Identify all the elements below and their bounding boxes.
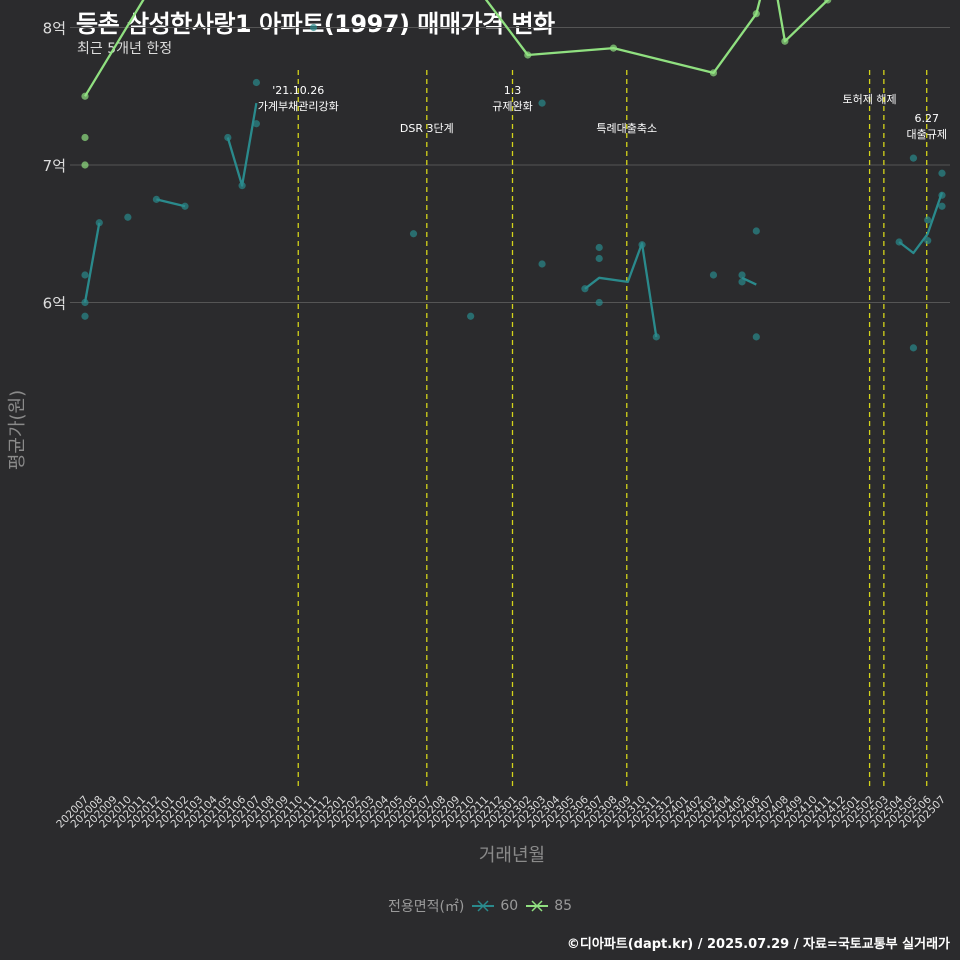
legend-key-60-icon (472, 900, 495, 912)
point-series-60 (709, 271, 718, 279)
chart-subtitle: 최근 5개년 한정 (77, 41, 173, 57)
chart-title: 등촌 삼성한사랑1 아파트(1997) 매매가격 변화 (76, 10, 555, 38)
line-series-60 (741, 276, 757, 286)
point-series-60 (752, 227, 760, 235)
point-series-60 (938, 202, 946, 210)
point-series-60 (909, 344, 918, 352)
point-series-60 (752, 333, 760, 341)
line-series-60 (83, 222, 101, 303)
point-series-60 (909, 154, 918, 162)
point-series-60 (924, 237, 932, 245)
line-series-60 (156, 198, 186, 208)
event-annotation: 6.27 (914, 112, 939, 125)
legend-label-85: 85 (554, 898, 573, 914)
point-series-60 (924, 216, 932, 224)
point-series-60 (81, 271, 89, 279)
point-series-60 (124, 213, 132, 221)
event-annotation: DSR 3단계 (400, 122, 454, 135)
point-series-60 (467, 312, 475, 320)
point-series-60 (738, 271, 746, 279)
source-caption: ©디아파트(dapt.kr) / 2025.07.29 / 자료=국토교통부 실… (566, 937, 950, 952)
event-annotation: '21.10.26 (272, 84, 324, 97)
legend-key-85-icon (526, 900, 549, 912)
point-series-60 (309, 23, 318, 32)
y-axis-title: 평균가(원) (7, 390, 28, 470)
point-series-85 (81, 133, 89, 142)
event-annotation: 특례대출축소 (596, 122, 657, 135)
event-annotation: 대출규제 (906, 128, 946, 141)
point-series-60 (95, 219, 103, 227)
event-annotation: 가계부채관리강화 (258, 100, 339, 113)
point-series-60 (252, 78, 260, 87)
point-series-60 (595, 298, 603, 307)
point-series-60 (595, 243, 603, 252)
point-series-60 (938, 169, 946, 177)
y-tick-label: 6억 (43, 295, 66, 313)
event-annotation: 규제완화 (492, 100, 532, 113)
point-series-85 (81, 161, 89, 169)
point-series-60 (81, 312, 89, 320)
line-series-85 (84, 0, 830, 97)
legend-item-85: 85 (526, 898, 572, 914)
line-series-60 (226, 102, 258, 187)
legend-item-60: 60 (472, 898, 518, 914)
line-series-60 (898, 192, 944, 255)
point-series-60 (538, 99, 546, 107)
event-annotation: 1.3 (504, 84, 522, 97)
legend: 전용면적(㎡) 60 85 (0, 896, 960, 916)
event-annotation: 토허제 해제 (843, 92, 897, 106)
point-series-60 (409, 230, 418, 238)
y-tick-label: 8억 (43, 20, 66, 38)
point-series-60 (252, 120, 260, 128)
point-series-60 (538, 260, 546, 268)
point-series-60 (595, 254, 603, 263)
legend-title: 전용면적(㎡) (387, 899, 465, 915)
legend-label-60: 60 (500, 898, 519, 914)
line-series-60 (584, 242, 658, 338)
x-axis-title: 거래년월 (479, 845, 545, 866)
y-tick-label: 7억 (43, 157, 66, 175)
point-series-60 (738, 278, 746, 286)
